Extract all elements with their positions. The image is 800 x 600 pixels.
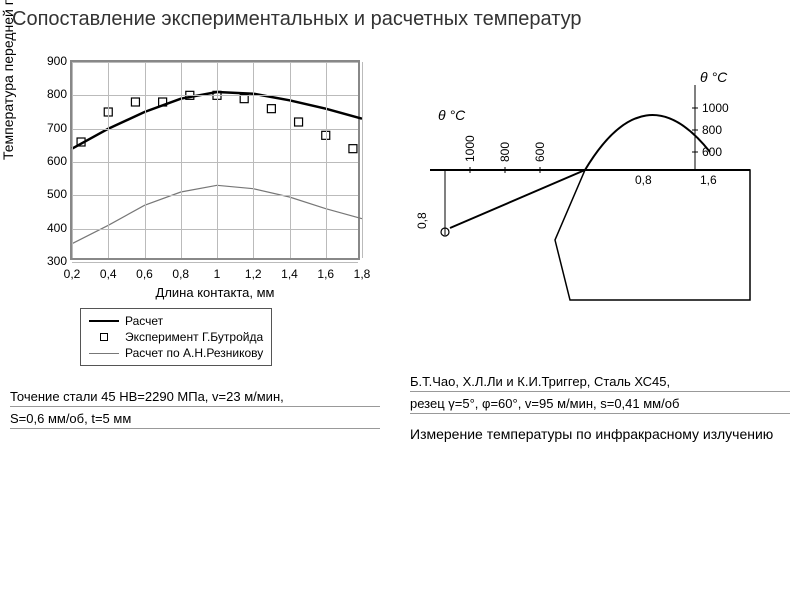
x-tick-label: 0,6	[133, 267, 157, 281]
legend-item-calc: Расчет	[89, 313, 263, 329]
left-caption-block: Точение стали 45 НВ=2290 МПа, v=23 м/мин…	[10, 385, 380, 429]
x-tick-label: 1	[205, 267, 229, 281]
svg-text:0,8: 0,8	[635, 173, 652, 187]
y-axis-label: Температура передней поверхности, °С	[0, 0, 16, 160]
svg-text:800: 800	[498, 142, 512, 162]
legend-item-reznikov: Расчет по А.Н.Резникову	[89, 345, 263, 361]
y-tick-label: 900	[37, 54, 67, 68]
legend-label: Расчет по А.Н.Резникову	[125, 346, 263, 360]
legend-box: Расчет Эксперимент Г.Бутройда Расчет по …	[80, 308, 272, 366]
y-tick-label: 600	[37, 154, 67, 168]
x-tick-label: 1,8	[350, 267, 374, 281]
y-tick-label: 800	[37, 87, 67, 101]
svg-text:1000: 1000	[702, 101, 729, 115]
x-tick-label: 0,2	[60, 267, 84, 281]
x-axis-label: Длина контакта, мм	[70, 285, 360, 300]
right-caption-1: Б.Т.Чао, Х.Л.Ли и К.И.Триггер, Сталь ХС4…	[410, 370, 790, 392]
x-tick-label: 0,8	[169, 267, 193, 281]
right-sub-caption: Измерение температуры по инфракрасному и…	[410, 426, 790, 442]
left-chart-area: 3004005006007008009000,20,40,60,811,21,4…	[70, 60, 360, 260]
svg-text:θ °С: θ °С	[700, 69, 728, 85]
legend-item-exp: Эксперимент Г.Бутройда	[89, 329, 263, 345]
svg-text:0,8: 0,8	[415, 212, 429, 229]
y-tick-label: 700	[37, 121, 67, 135]
y-tick-label: 500	[37, 187, 67, 201]
left-caption-1: Точение стали 45 НВ=2290 МПа, v=23 м/мин…	[10, 385, 380, 407]
page-title: Сопоставление экспериментальных и расчет…	[12, 8, 582, 31]
right-caption-block: Б.Т.Чао, Х.Л.Ли и К.И.Триггер, Сталь ХС4…	[410, 370, 790, 442]
svg-text:600: 600	[533, 142, 547, 162]
svg-text:800: 800	[702, 123, 722, 137]
x-tick-label: 1,4	[278, 267, 302, 281]
right-caption-2: резец γ=5°, φ=60°, v=95 м/мин, s=0,41 мм…	[410, 392, 790, 414]
x-tick-label: 1,2	[241, 267, 265, 281]
legend-label: Эксперимент Г.Бутройда	[125, 330, 263, 344]
svg-text:1,6: 1,6	[700, 173, 717, 187]
x-tick-label: 0,4	[96, 267, 120, 281]
right-diagram-panel: θ °С10008006000,81,6θ °С10008006000,8	[410, 60, 790, 323]
x-tick-label: 1,6	[314, 267, 338, 281]
legend-label: Расчет	[125, 314, 163, 328]
square-marker-icon	[100, 333, 108, 341]
svg-text:1000: 1000	[463, 135, 477, 162]
y-tick-label: 400	[37, 221, 67, 235]
left-caption-2: S=0,6 мм/об, t=5 мм	[10, 407, 380, 429]
svg-text:θ °С: θ °С	[438, 107, 466, 123]
tool-diagram: θ °С10008006000,81,6θ °С10008006000,8	[410, 60, 770, 320]
y-tick-label: 300	[37, 254, 67, 268]
